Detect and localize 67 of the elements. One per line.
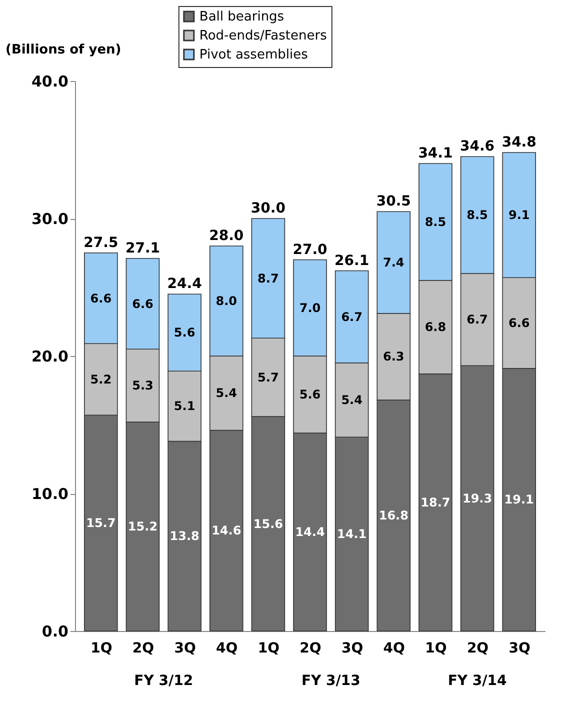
data-label: 5.7 xyxy=(258,370,279,384)
data-label: 7.0 xyxy=(299,300,321,315)
total-label: 28.0 xyxy=(209,228,244,244)
data-label: 6.8 xyxy=(424,320,446,334)
y-axis-title: (Billions of yen) xyxy=(6,42,122,58)
data-label: 5.4 xyxy=(216,386,237,400)
data-label: 8.5 xyxy=(466,208,488,222)
y-tick-label: 20.0 xyxy=(31,348,68,366)
data-label: 9.1 xyxy=(508,208,530,222)
x-tick-label: 1Q xyxy=(258,640,280,656)
total-label: 34.8 xyxy=(502,134,536,150)
text: FY 3/14 xyxy=(448,673,507,689)
total-label: 34.6 xyxy=(460,138,495,155)
data-label: 6.7 xyxy=(466,312,488,327)
data-label: 14.6 xyxy=(212,524,242,538)
data-label: 8.0 xyxy=(216,294,237,308)
data-label: 5.6 xyxy=(174,326,196,340)
data-label: 8.7 xyxy=(258,271,279,286)
data-label: 5.3 xyxy=(132,378,154,393)
total-label: 30.5 xyxy=(376,194,411,210)
y-tick-label: 30.0 xyxy=(31,210,68,228)
x-tick-label: 1Q xyxy=(425,640,447,656)
data-label: 16.8 xyxy=(378,508,408,522)
data-label: 6.3 xyxy=(383,350,404,364)
data-label: 6.7 xyxy=(341,310,362,324)
data-label: 6.6 xyxy=(90,291,112,306)
x-tick-label: 1Q xyxy=(90,640,112,656)
data-label: 14.1 xyxy=(337,527,367,542)
data-label: 15.2 xyxy=(128,520,158,534)
data-label: 6.6 xyxy=(132,296,154,311)
x-tick-label: 3Q xyxy=(508,640,531,656)
data-label: 19.1 xyxy=(504,492,534,507)
legend-label: Ball bearings xyxy=(199,10,284,24)
data-label: 5.6 xyxy=(299,388,321,402)
total-label: 26.1 xyxy=(334,252,370,269)
total-label: 24.4 xyxy=(167,276,202,292)
data-label: 14.4 xyxy=(295,525,325,539)
data-label: 5.4 xyxy=(341,393,362,407)
y-tick-label: 10.0 xyxy=(31,485,68,503)
total-label: 27.0 xyxy=(292,242,328,258)
y-tick-label: 0.0 xyxy=(42,622,68,640)
x-tick-label: 2Q xyxy=(132,640,154,656)
data-label: 19.3 xyxy=(462,491,492,506)
total-label: 34.1 xyxy=(418,146,453,162)
data-label: 6.6 xyxy=(508,316,530,330)
x-tick-label: 4Q xyxy=(383,640,406,656)
data-label: 5.2 xyxy=(90,372,112,386)
x-tick-label: 2Q xyxy=(300,640,322,656)
x-tick-label: 4Q xyxy=(216,640,238,656)
total-label: 30.0 xyxy=(250,200,286,216)
text: FY 3/12 xyxy=(134,673,194,689)
data-label: 18.7 xyxy=(420,495,450,510)
data-label: 15.6 xyxy=(253,516,283,531)
legend-label: Pivot assemblies xyxy=(199,48,308,62)
data-label: 15.7 xyxy=(86,516,116,530)
total-label: 27.5 xyxy=(84,234,118,251)
data-label: 8.5 xyxy=(424,214,446,229)
x-tick-label: 2Q xyxy=(466,640,489,656)
data-label: 13.8 xyxy=(170,529,200,544)
x-tick-label: 3Q xyxy=(341,640,364,656)
x-tick-label: 3Q xyxy=(174,640,196,656)
y-tick-label: 40.0 xyxy=(31,72,68,90)
total-label: 27.1 xyxy=(125,240,160,256)
data-label: 7.4 xyxy=(383,256,404,270)
data-label: 5.1 xyxy=(174,399,196,414)
legend-label: Rod-ends/Fasteners xyxy=(199,28,328,44)
text: FY 3/13 xyxy=(301,673,360,689)
